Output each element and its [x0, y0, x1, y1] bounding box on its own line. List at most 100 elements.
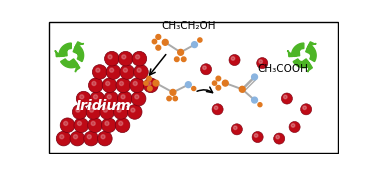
Circle shape: [147, 86, 152, 91]
Circle shape: [105, 121, 109, 125]
Circle shape: [88, 118, 102, 133]
Circle shape: [162, 39, 168, 45]
Circle shape: [101, 135, 105, 139]
Circle shape: [231, 57, 235, 60]
Circle shape: [60, 135, 64, 139]
Circle shape: [152, 39, 156, 44]
Circle shape: [133, 81, 137, 85]
Circle shape: [103, 108, 107, 112]
Text: CH₃CH₂OH: CH₃CH₂OH: [161, 21, 215, 31]
Circle shape: [118, 51, 133, 66]
Circle shape: [200, 64, 212, 75]
Circle shape: [56, 131, 71, 146]
Circle shape: [108, 55, 112, 59]
Circle shape: [123, 68, 127, 72]
Circle shape: [118, 91, 132, 106]
Circle shape: [231, 124, 242, 135]
Circle shape: [192, 42, 197, 48]
Circle shape: [98, 131, 112, 146]
Circle shape: [88, 78, 103, 93]
Text: CH₃COOH: CH₃COOH: [258, 64, 308, 74]
Polygon shape: [293, 59, 311, 68]
Circle shape: [181, 57, 186, 62]
Circle shape: [130, 78, 144, 93]
Circle shape: [115, 118, 130, 133]
FancyArrow shape: [55, 50, 68, 57]
Circle shape: [70, 131, 85, 146]
Circle shape: [214, 106, 218, 110]
Circle shape: [281, 93, 293, 104]
Circle shape: [170, 89, 176, 95]
Circle shape: [274, 133, 285, 144]
Circle shape: [60, 118, 75, 133]
Circle shape: [80, 95, 84, 99]
Circle shape: [119, 121, 123, 125]
Circle shape: [73, 135, 77, 139]
Circle shape: [153, 80, 159, 86]
Circle shape: [178, 49, 184, 55]
Polygon shape: [291, 43, 304, 56]
Circle shape: [203, 66, 206, 70]
FancyArrow shape: [68, 59, 80, 72]
Circle shape: [120, 65, 135, 79]
Circle shape: [102, 78, 117, 93]
Circle shape: [257, 58, 268, 69]
Circle shape: [104, 91, 118, 106]
Polygon shape: [59, 43, 71, 56]
Circle shape: [131, 108, 135, 112]
Circle shape: [76, 91, 91, 106]
Circle shape: [252, 131, 263, 143]
Circle shape: [276, 135, 279, 139]
FancyArrow shape: [306, 42, 316, 55]
Circle shape: [76, 108, 80, 112]
Circle shape: [144, 78, 158, 93]
Circle shape: [289, 121, 300, 133]
Circle shape: [284, 95, 287, 99]
Circle shape: [173, 96, 177, 101]
Circle shape: [134, 65, 148, 79]
Circle shape: [192, 86, 196, 90]
Circle shape: [110, 68, 114, 72]
Circle shape: [86, 105, 101, 119]
Polygon shape: [74, 44, 84, 62]
FancyArrow shape: [73, 42, 84, 55]
Circle shape: [92, 65, 107, 79]
Circle shape: [303, 106, 306, 110]
Circle shape: [131, 91, 146, 106]
Circle shape: [239, 86, 245, 92]
Circle shape: [252, 74, 257, 80]
Circle shape: [216, 85, 221, 90]
Circle shape: [92, 81, 96, 85]
Circle shape: [77, 121, 82, 125]
Circle shape: [106, 65, 121, 79]
Circle shape: [216, 76, 221, 81]
Circle shape: [84, 131, 98, 146]
Circle shape: [93, 95, 98, 99]
Circle shape: [72, 105, 87, 119]
Circle shape: [64, 121, 68, 125]
Circle shape: [74, 118, 88, 133]
Circle shape: [254, 134, 258, 137]
Circle shape: [198, 38, 202, 42]
Circle shape: [117, 108, 121, 112]
Circle shape: [258, 103, 262, 107]
Circle shape: [114, 105, 128, 119]
Circle shape: [175, 57, 179, 62]
Circle shape: [121, 95, 125, 99]
Circle shape: [135, 95, 139, 99]
Circle shape: [116, 78, 131, 93]
Circle shape: [301, 104, 312, 115]
Circle shape: [87, 135, 91, 139]
Text: Iridium: Iridium: [76, 99, 132, 113]
Circle shape: [127, 105, 142, 119]
Circle shape: [252, 97, 257, 103]
Circle shape: [167, 96, 171, 101]
Circle shape: [96, 68, 100, 72]
Circle shape: [101, 118, 116, 133]
Polygon shape: [60, 59, 78, 68]
Circle shape: [90, 91, 105, 106]
Circle shape: [222, 80, 228, 86]
Circle shape: [259, 60, 262, 63]
Circle shape: [90, 108, 94, 112]
Circle shape: [291, 124, 295, 127]
